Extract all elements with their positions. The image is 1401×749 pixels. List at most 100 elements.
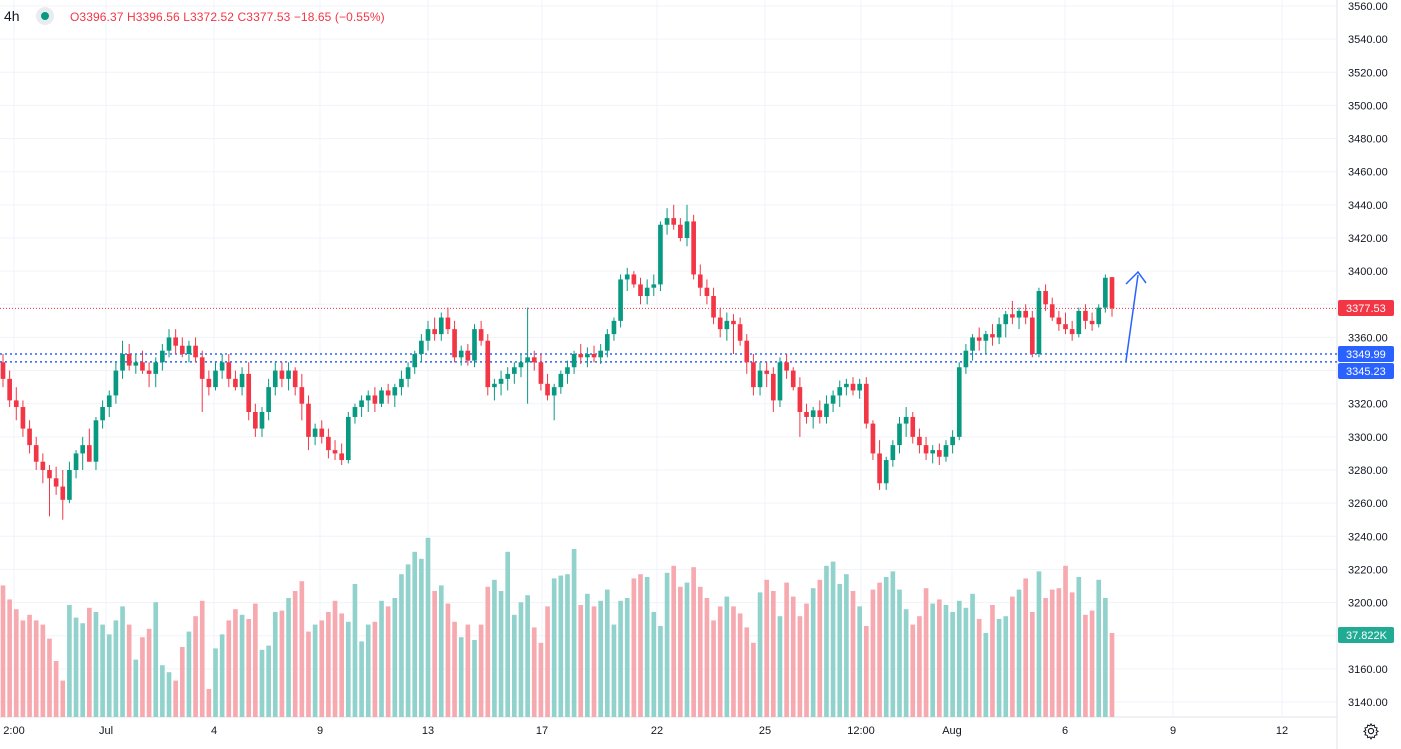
candle-body[interactable]	[465, 350, 471, 361]
candle-body[interactable]	[339, 453, 345, 461]
candle-body[interactable]	[179, 345, 185, 354]
candle-body[interactable]	[930, 450, 936, 454]
timeframe-label[interactable]: 4h	[4, 8, 20, 24]
candle-body[interactable]	[292, 370, 298, 388]
candle-body[interactable]	[445, 317, 451, 330]
candle-body[interactable]	[7, 378, 12, 401]
candle-body[interactable]	[80, 445, 86, 454]
candle-body[interactable]	[173, 337, 178, 346]
candle-body[interactable]	[160, 350, 165, 363]
candle-body[interactable]	[790, 370, 796, 388]
candle-body[interactable]	[1010, 314, 1015, 318]
candle-body[interactable]	[87, 445, 92, 462]
candle-body[interactable]	[604, 334, 610, 351]
candle-body[interactable]	[253, 412, 258, 429]
candle-body[interactable]	[472, 329, 477, 361]
candle-body[interactable]	[485, 340, 491, 388]
candle-body[interactable]	[27, 428, 32, 446]
candle-body[interactable]	[412, 354, 418, 368]
candle-body[interactable]	[578, 354, 584, 358]
candle-body[interactable]	[133, 362, 139, 366]
candle-body[interactable]	[432, 329, 437, 335]
candle-body[interactable]	[598, 350, 603, 358]
candle-body[interactable]	[890, 445, 896, 461]
candle-body[interactable]	[425, 329, 431, 341]
candle-body[interactable]	[777, 362, 783, 401]
candle-body[interactable]	[1076, 310, 1082, 335]
candle-body[interactable]	[797, 387, 803, 412]
candle-body[interactable]	[691, 221, 696, 275]
candle-body[interactable]	[419, 340, 424, 354]
candle-body[interactable]	[830, 395, 836, 404]
candle-body[interactable]	[983, 334, 989, 341]
candle-body[interactable]	[1036, 291, 1042, 354]
arrow-annotation[interactable]	[1125, 270, 1147, 362]
candle-body[interactable]	[13, 400, 19, 408]
candle-body[interactable]	[1049, 304, 1055, 318]
candle-body[interactable]	[299, 387, 305, 404]
candle-body[interactable]	[67, 470, 72, 500]
candle-body[interactable]	[193, 345, 198, 358]
candle-body[interactable]	[73, 453, 79, 470]
candle-body[interactable]	[1109, 277, 1115, 309]
candle-body[interactable]	[206, 378, 212, 388]
candle-body[interactable]	[359, 400, 364, 408]
candle-body[interactable]	[658, 224, 663, 285]
candle-body[interactable]	[883, 460, 889, 484]
candle-body[interactable]	[518, 362, 524, 368]
time-axis[interactable]: 2:00 Jul 4 9 13 17 22 25 12:00 Aug 6 9 12	[3, 725, 1288, 737]
candle-body[interactable]	[106, 395, 112, 408]
candle-body[interactable]	[644, 287, 650, 296]
candle-body[interactable]	[631, 274, 637, 285]
candle-body[interactable]	[937, 450, 942, 457]
candle-body[interactable]	[186, 345, 192, 354]
candle-body[interactable]	[20, 407, 26, 429]
candle-body[interactable]	[697, 274, 703, 288]
candle-body[interactable]	[512, 367, 517, 374]
candle-body[interactable]	[737, 324, 743, 341]
candle-body[interactable]	[1003, 314, 1009, 325]
candle-body[interactable]	[1029, 317, 1035, 354]
candle-body[interactable]	[53, 478, 59, 487]
candle-body[interactable]	[458, 350, 464, 358]
candle-body[interactable]	[379, 390, 384, 404]
candle-body[interactable]	[332, 450, 338, 454]
candle-body[interactable]	[153, 362, 159, 374]
candle-body[interactable]	[996, 324, 1002, 338]
candle-body[interactable]	[990, 334, 995, 338]
candle-body[interactable]	[976, 337, 982, 341]
candle-body[interactable]	[1089, 320, 1095, 325]
candle-body[interactable]	[870, 423, 876, 454]
candle-body[interactable]	[233, 378, 238, 388]
candle-body[interactable]	[717, 317, 723, 330]
candle-body[interactable]	[804, 412, 809, 417]
candle-body[interactable]	[857, 383, 862, 391]
candle-body[interactable]	[1103, 277, 1108, 308]
candle-body[interactable]	[684, 221, 690, 238]
candle-body[interactable]	[1083, 310, 1088, 321]
candle-body[interactable]	[266, 387, 271, 412]
candle-body[interactable]	[757, 370, 763, 388]
candle-body[interactable]	[917, 436, 922, 446]
candle-body[interactable]	[585, 354, 590, 358]
candle-body[interactable]	[903, 416, 909, 424]
candle-body[interactable]	[1063, 324, 1068, 330]
candle-body[interactable]	[545, 383, 550, 396]
candle-body[interactable]	[538, 362, 544, 384]
candle-body[interactable]	[784, 362, 789, 371]
candle-body[interactable]	[877, 453, 882, 484]
candle-body[interactable]	[956, 367, 962, 437]
candle-body[interactable]	[817, 410, 823, 417]
candle-body[interactable]	[963, 350, 969, 368]
candle-body[interactable]	[638, 284, 643, 296]
candlesticks[interactable]	[0, 204, 1115, 520]
candle-body[interactable]	[0, 362, 6, 379]
candle-body[interactable]	[478, 329, 484, 341]
candle-body[interactable]	[452, 329, 457, 358]
candle-body[interactable]	[100, 407, 105, 421]
candle-body[interactable]	[810, 410, 816, 417]
candle-body[interactable]	[199, 357, 205, 379]
candle-body[interactable]	[120, 354, 125, 371]
candle-body[interactable]	[897, 423, 902, 446]
candle-body[interactable]	[246, 373, 252, 412]
